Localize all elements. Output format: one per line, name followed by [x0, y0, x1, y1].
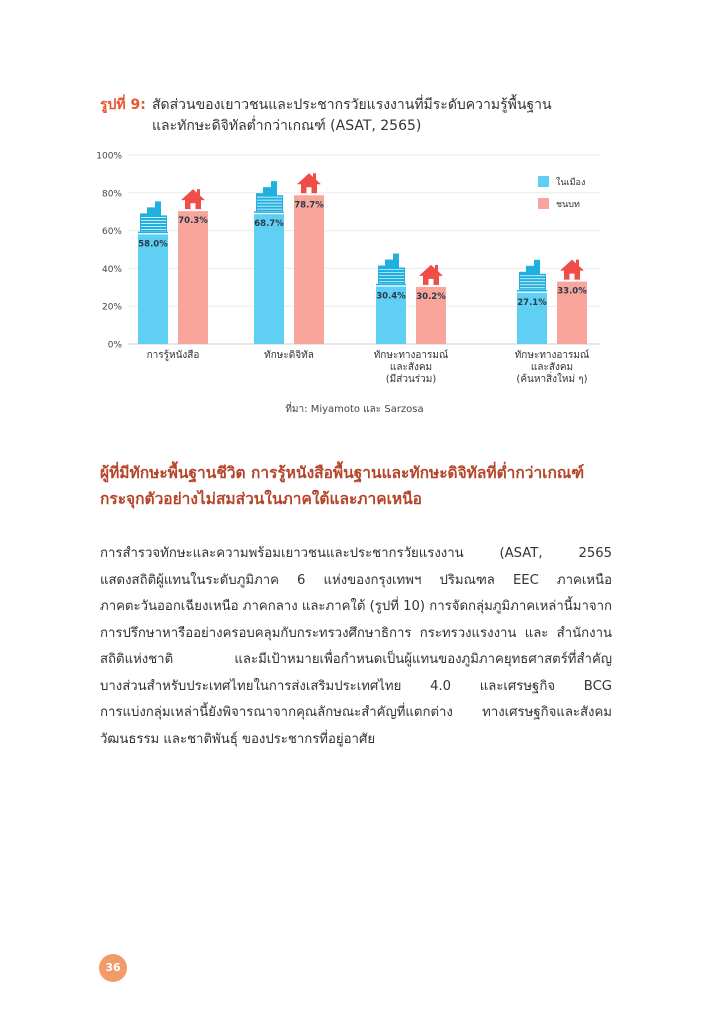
door: [428, 278, 434, 285]
x-category-label: การรู้หนังสือ: [147, 349, 200, 361]
section-heading-line2: กระจุกตัวอย่างไม่สมส่วนในภาคใต้และภาคเหน…: [100, 490, 422, 508]
figure-title-line1: สัดส่วนของเยาวชนและประชากรวัยแรงงานที่มี…: [152, 97, 552, 113]
x-category-label: ทักษะดิจิทัล: [264, 350, 314, 361]
building: [393, 253, 399, 284]
x-category-label: (ค้นหาสิ่งใหม่ ๆ): [516, 371, 587, 385]
building: [378, 265, 385, 284]
house-icon: [181, 189, 205, 210]
city-buildings-icon: [517, 259, 547, 292]
bar-chart: 0% 20% 40% 60% 80% 100% 58.0% 70.3% การรู้หนังสื…: [96, 152, 600, 385]
data-label: 68.7%: [254, 219, 284, 229]
roof: [560, 259, 584, 271]
data-label: 70.3%: [178, 216, 208, 226]
y-tick-label: 60%: [102, 227, 122, 237]
x-category-label: ทักษะทางอารมณ์: [515, 349, 590, 361]
legend-swatch: [538, 176, 549, 187]
building: [526, 265, 534, 290]
building: [147, 207, 155, 232]
paragraph-line: ภาคตะวันออกเฉียงเหนือ ภาคกลาง และภาคใต้ …: [100, 599, 612, 614]
house-icon: [297, 173, 321, 194]
y-tick-label: 20%: [102, 303, 122, 313]
paragraph-line: สถิติแห่งชาติ และมีเป้าหมายเพื่อกำหนดเป็…: [100, 652, 612, 667]
building: [263, 187, 271, 212]
bar-urban: [254, 214, 284, 344]
paragraph-line: การแบ่งกลุ่มเหล่านี้ยังพิจารณาจากคุณลักษ…: [100, 705, 612, 720]
legend-label: ในเมือง: [556, 177, 585, 188]
paragraph-line: การสำรวจทักษะและความพร้อมเยาวชนและประชาก…: [100, 546, 612, 561]
roof: [297, 173, 321, 185]
paragraph-line: บางส่วนสำหรับประเทศไทยในการส่งเสริมประเท…: [100, 678, 612, 694]
paragraph-line: แสดงสถิติผู้แทนในระดับภูมิภาค 6 แห่งของก…: [100, 572, 612, 588]
x-category-label: ทักษะทางอารมณ์: [374, 349, 449, 361]
building: [140, 213, 147, 232]
roof: [419, 264, 443, 276]
bar-rural: [557, 281, 587, 344]
chimney: [435, 264, 438, 272]
building: [271, 181, 277, 212]
building: [534, 259, 540, 290]
city-buildings-icon: [376, 253, 406, 286]
door: [569, 273, 575, 280]
door: [306, 187, 312, 194]
city-buildings-icon: [138, 201, 168, 234]
figure-title-line2: และทักษะดิจิทัลต่ำกว่าเกณฑ์ (ASAT, 2565): [152, 118, 422, 134]
roof: [181, 189, 205, 201]
section-heading-line1: ผู้ที่มีทักษะพื้นฐานชีวิต การรู้หนังสือพ…: [100, 464, 585, 482]
chimney: [313, 173, 316, 181]
bar-rural: [416, 286, 446, 344]
chimney: [576, 259, 579, 267]
legend-label: ชนบท: [556, 200, 580, 210]
figure-label: รูปที่ 9:: [100, 97, 146, 113]
data-label: 58.0%: [138, 239, 168, 249]
bar-urban: [138, 234, 168, 344]
y-tick-label: 100%: [96, 152, 122, 162]
building: [256, 193, 263, 212]
bar-urban: [376, 286, 406, 344]
legend-swatch: [538, 198, 549, 209]
x-category-label: (มีส่วนร่วม): [386, 373, 437, 385]
city-buildings-icon: [254, 181, 284, 213]
building: [385, 259, 393, 284]
bar-urban: [517, 292, 547, 344]
figure-source: ที่มา: Miyamoto และ Sarzosa: [285, 404, 424, 415]
section-heading: ผู้ที่มีทักษะพื้นฐานชีวิต การรู้หนังสือพ…: [100, 460, 620, 512]
body-paragraph: การสำรวจทักษะและความพร้อมเยาวชนและประชาก…: [100, 541, 612, 753]
data-label: 33.0%: [557, 287, 587, 297]
house-icon: [419, 264, 443, 285]
page-number: 36: [99, 954, 127, 982]
figure-caption: รูปที่ 9: สัดส่วนของเยาวชนและประชากรวัยแ…: [100, 95, 620, 137]
chimney: [197, 189, 200, 197]
house-icon: [560, 259, 584, 280]
building: [155, 201, 161, 232]
paragraph-line: การปรึกษาหารืออย่างครอบคลุมกับกระทรวงศึก…: [100, 625, 612, 641]
data-label: 27.1%: [517, 298, 547, 308]
paragraph-line: วัฒนธรรม และชาติพันธุ์ ของประชากรที่อยู่…: [100, 731, 376, 747]
building: [519, 271, 526, 290]
bar-rural: [178, 211, 208, 344]
y-tick-label: 0%: [108, 341, 123, 351]
bar-rural: [294, 195, 324, 344]
y-tick-label: 80%: [102, 189, 122, 199]
y-tick-label: 40%: [102, 265, 122, 275]
x-category-label: และสังคม: [531, 362, 573, 373]
data-label: 78.7%: [294, 200, 324, 210]
data-label: 30.2%: [416, 292, 446, 302]
x-category-label: และสังคม: [390, 362, 432, 373]
door: [190, 203, 196, 210]
data-label: 30.4%: [376, 292, 406, 302]
